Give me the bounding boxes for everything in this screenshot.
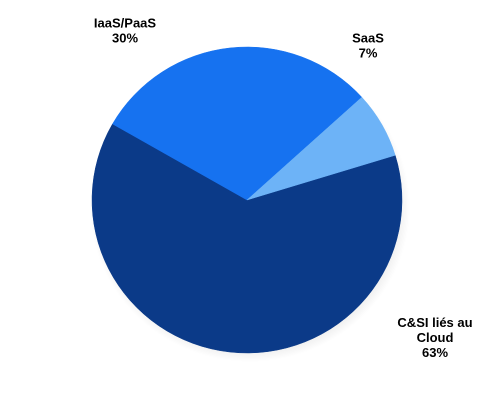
- slice-label-1: C&SI liés au Cloud 63%: [397, 315, 472, 360]
- pie-slice-2: [112, 46, 363, 201]
- slice-label-line: 7%: [359, 46, 378, 61]
- pie-labels: C&SI liés au Cloud 63% IaaS/PaaS 30% SaaS 7%: [94, 16, 473, 361]
- slice-label-line: Cloud: [417, 330, 454, 345]
- slice-label-line: SaaS: [352, 31, 384, 46]
- slice-label-line: C&SI liés au: [397, 315, 472, 330]
- pie-slice-1: [91, 123, 403, 354]
- slice-label-line: 63%: [422, 345, 448, 360]
- slice-label-3: SaaS 7%: [352, 31, 384, 61]
- pie-slice-3: [246, 96, 396, 201]
- slice-label-line: 30%: [112, 31, 138, 46]
- slice-label-line: IaaS/PaaS: [94, 16, 156, 31]
- slice-label-2: IaaS/PaaS 30%: [94, 16, 156, 46]
- pie-slices: [91, 46, 403, 354]
